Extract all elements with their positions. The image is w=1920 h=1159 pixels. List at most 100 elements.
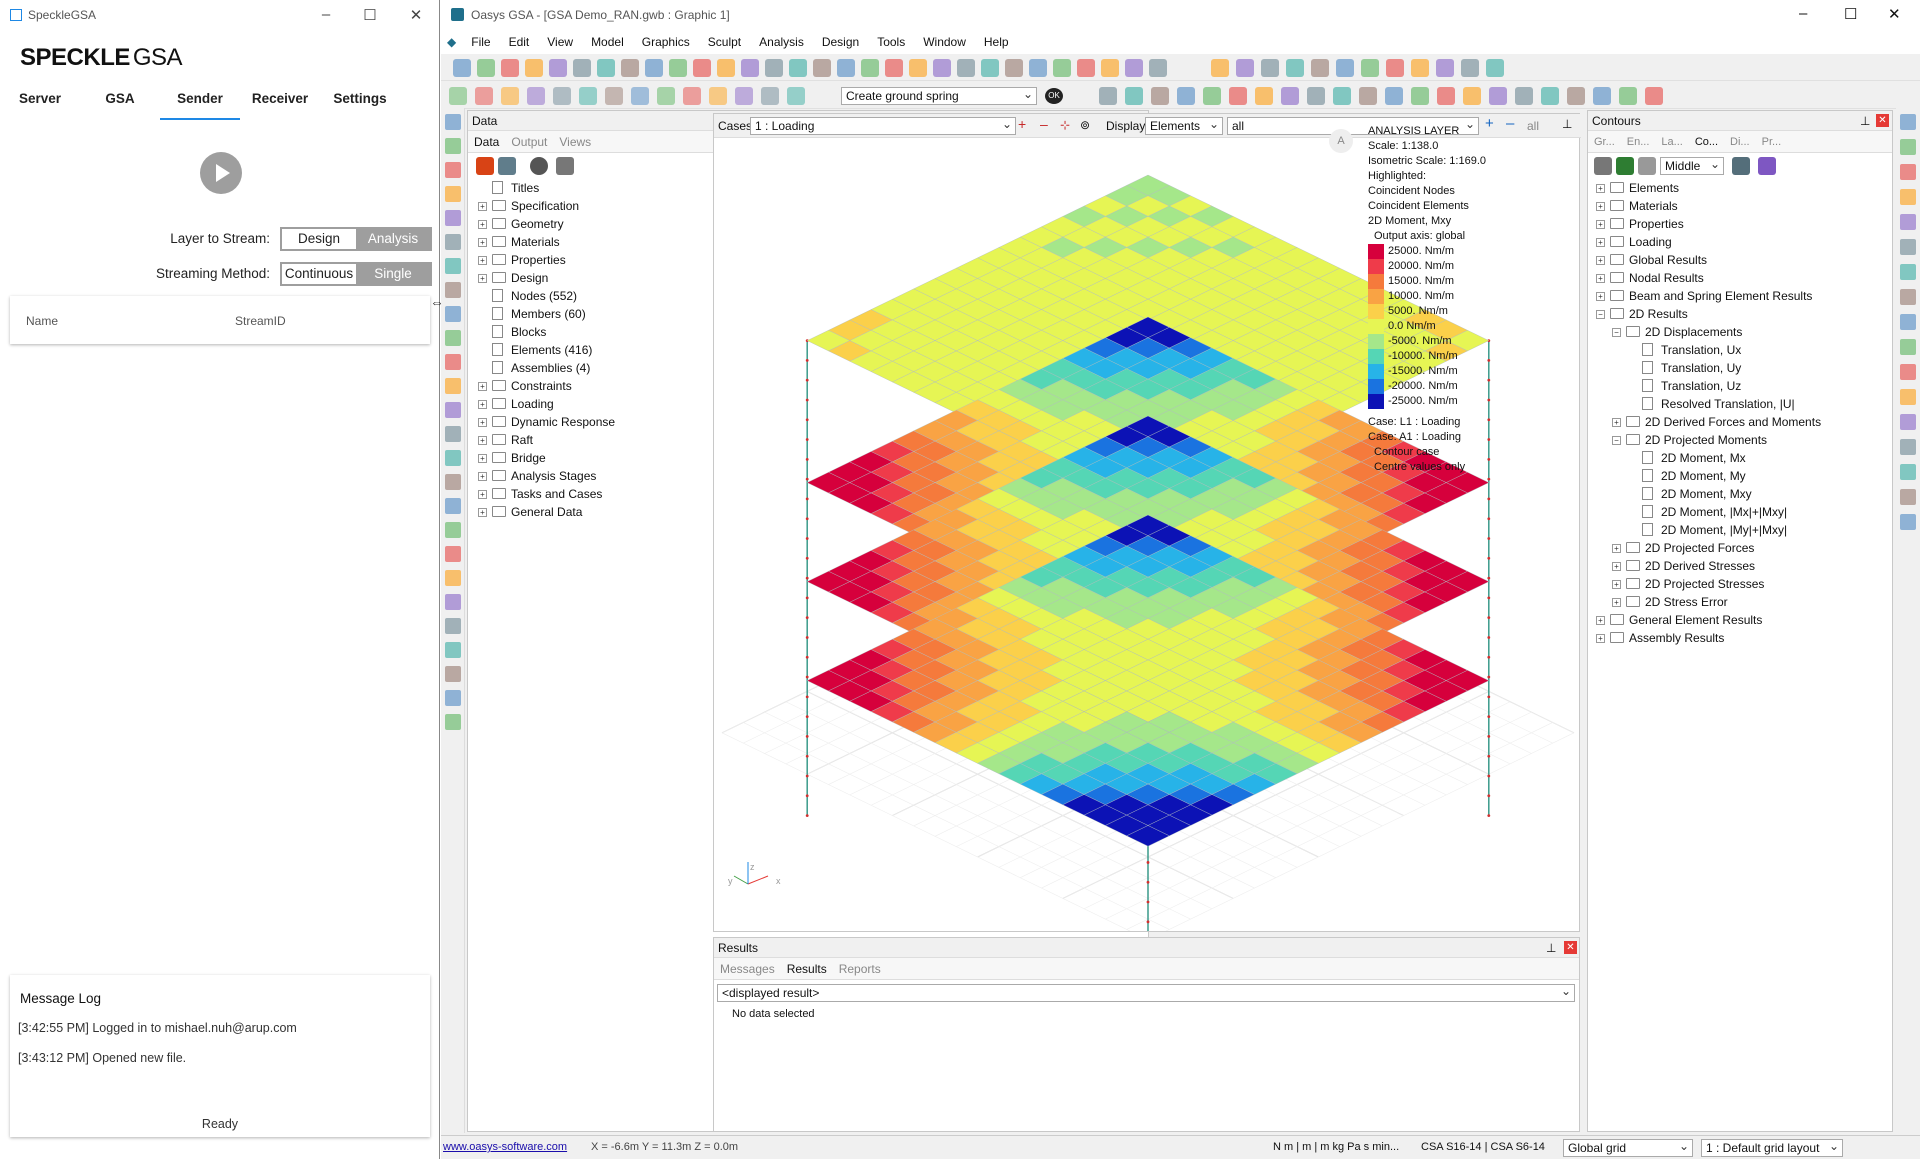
tree-item[interactable]: + General Element Results <box>1588 611 1892 629</box>
toolbar-tool-icon[interactable] <box>1151 87 1169 105</box>
toolbar-tool-icon[interactable] <box>1255 87 1273 105</box>
toolbar-tool-icon[interactable] <box>445 474 461 490</box>
grid-select[interactable]: Global grid <box>1563 1138 1693 1157</box>
tree-item[interactable]: + Tasks and Cases <box>468 485 1148 503</box>
toolbar-tool-icon[interactable] <box>445 306 461 322</box>
tree-item[interactable]: +2D Projected Stresses <box>1588 575 1892 593</box>
expand-icon[interactable]: + <box>1596 616 1605 625</box>
toolbar-tool-icon[interactable] <box>1900 514 1916 530</box>
expand-icon[interactable]: + <box>478 454 487 463</box>
expand-icon[interactable]: + <box>478 418 487 427</box>
expand-icon[interactable]: − <box>1612 328 1621 337</box>
grid-layout-select[interactable]: 1 : Default grid layout <box>1701 1138 1843 1157</box>
graphic-view[interactable]: Cases 1 : Loading + – ⊹ ⊚ Display Elemen… <box>713 113 1581 932</box>
tab-properties[interactable]: Pr... <box>1761 135 1782 148</box>
wrench-icon[interactable] <box>556 157 574 175</box>
menu-file[interactable]: File <box>471 35 491 49</box>
close-icon[interactable]: ✕ <box>1888 6 1901 23</box>
toolbar-tool-icon[interactable] <box>1281 87 1299 105</box>
toolbar-tool-icon[interactable] <box>445 330 461 346</box>
website-link[interactable]: www.oasys-software.com <box>443 1141 568 1153</box>
pin-icon[interactable]: ⊥ <box>1546 941 1557 955</box>
toolbar-tool-icon[interactable] <box>1900 239 1916 255</box>
tree-item[interactable]: − 2D Results <box>1588 305 1892 323</box>
toolbar-tool-icon[interactable] <box>445 282 461 298</box>
ok-button[interactable]: OK <box>1045 88 1063 104</box>
toolbar-tool-icon[interactable] <box>445 618 461 634</box>
toolbar-tool-icon[interactable] <box>717 59 735 77</box>
toolbar-tool-icon[interactable] <box>1900 114 1916 130</box>
toolbar-tool-icon[interactable] <box>787 87 805 105</box>
toolbar-tool-icon[interactable] <box>445 138 461 154</box>
palette-icon[interactable] <box>1732 157 1750 175</box>
tree-item[interactable]: + Properties <box>1588 215 1892 233</box>
maximize-icon[interactable]: ☐ <box>1844 6 1858 23</box>
tree-item[interactable]: Translation, Uy <box>1588 359 1892 377</box>
maximize-icon[interactable]: ☐ <box>363 7 377 24</box>
toolbar-tool-icon[interactable] <box>1411 59 1429 77</box>
toolbar-tool-icon[interactable] <box>453 59 471 77</box>
tree-item[interactable]: + Properties <box>468 251 1148 269</box>
expand-icon[interactable]: + <box>478 382 487 391</box>
toolbar-tool-icon[interactable] <box>445 714 461 730</box>
tab-entities[interactable]: En... <box>1626 135 1650 148</box>
toolbar-tool-icon[interactable] <box>1029 59 1047 77</box>
toolbar-tool-icon[interactable] <box>445 114 461 130</box>
tree-item[interactable]: 2D Moment, |My|+|Mxy| <box>1588 521 1892 539</box>
tree-item[interactable]: Elements (416) <box>468 341 1148 359</box>
expand-icon[interactable]: + <box>1596 220 1605 229</box>
tree-item[interactable]: +2D Derived Stresses <box>1588 557 1892 575</box>
menu-tools[interactable]: Tools <box>877 35 906 49</box>
tree-item[interactable]: Blocks <box>468 323 1148 341</box>
expand-icon[interactable]: + <box>478 238 487 247</box>
toolbar-tool-icon[interactable] <box>445 546 461 562</box>
case-select[interactable]: 1 : Loading <box>750 116 1016 135</box>
tab-diagrams[interactable]: Di... <box>1730 135 1750 148</box>
toolbar-tool-icon[interactable] <box>477 59 495 77</box>
toolbar-tool-icon[interactable] <box>1236 59 1254 77</box>
tab-settings[interactable]: Settings <box>333 91 387 106</box>
toolbar-tool-icon[interactable] <box>813 59 831 77</box>
toolbar-tool-icon[interactable] <box>475 87 493 105</box>
tree-item[interactable]: Members (60) <box>468 305 1148 323</box>
toolbar-tool-icon[interactable] <box>1645 87 1663 105</box>
tab-messages[interactable]: Messages <box>720 961 775 976</box>
minimize-icon[interactable]: – <box>321 6 331 23</box>
toolbar-tool-icon[interactable] <box>1900 439 1916 455</box>
toolbar-tool-icon[interactable] <box>1203 87 1221 105</box>
expand-icon[interactable]: + <box>478 256 487 265</box>
toolbar-tool-icon[interactable] <box>1149 59 1167 77</box>
play-stream-button[interactable] <box>200 152 242 194</box>
toolbar-tool-icon[interactable] <box>1486 59 1504 77</box>
contour-clear-icon[interactable] <box>1616 157 1634 175</box>
toolbar-tool-icon[interactable] <box>445 354 461 370</box>
gsa-doc-icon[interactable]: ◆ <box>447 35 457 49</box>
toolbar-tool-icon[interactable] <box>445 162 461 178</box>
toolbar-tool-icon[interactable] <box>1900 139 1916 155</box>
expand-icon[interactable]: + <box>1596 238 1605 247</box>
tree-item[interactable]: 2D Moment, Mx <box>1588 449 1892 467</box>
minimize-icon[interactable]: – <box>1799 5 1808 22</box>
add-list-icon[interactable]: + <box>1485 115 1494 132</box>
toolbar-tool-icon[interactable] <box>709 87 727 105</box>
toolbar-tool-icon[interactable] <box>1900 264 1916 280</box>
menu-model[interactable]: Model <box>591 35 624 49</box>
method-continuous-option[interactable]: Continuous <box>282 264 356 284</box>
toolbar-tool-icon[interactable] <box>1900 214 1916 230</box>
position-select[interactable]: Middle <box>1660 156 1724 175</box>
toolbar-tool-icon[interactable] <box>573 59 591 77</box>
pin-icon[interactable]: ⊥ <box>1562 117 1573 131</box>
toolbar-tool-icon[interactable] <box>657 87 675 105</box>
toolbar-tool-icon[interactable] <box>957 59 975 77</box>
display-select[interactable]: Elements <box>1145 116 1223 135</box>
toolbar-tool-icon[interactable] <box>445 378 461 394</box>
toolbar-tool-icon[interactable] <box>1619 87 1637 105</box>
toolbar-tool-icon[interactable] <box>621 59 639 77</box>
toolbar-tool-icon[interactable] <box>445 210 461 226</box>
toolbar-tool-icon[interactable] <box>1411 87 1429 105</box>
toolbar-tool-icon[interactable] <box>933 59 951 77</box>
expand-icon[interactable]: + <box>478 400 487 409</box>
toolbar-tool-icon[interactable] <box>1333 87 1351 105</box>
tree-item[interactable]: + General Data <box>468 503 1148 521</box>
toolbar-tool-icon[interactable] <box>1437 87 1455 105</box>
